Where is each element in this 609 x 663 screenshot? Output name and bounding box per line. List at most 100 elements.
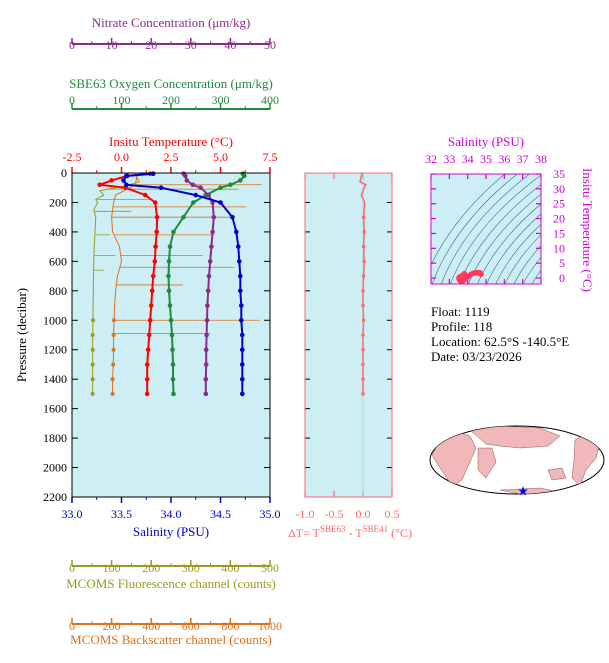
float-id-text: Float: 1119 — [431, 304, 490, 319]
fluorescence-point — [90, 391, 95, 396]
salinity-point — [237, 259, 242, 264]
salinity-line — [122, 172, 244, 394]
pressure-tick-label: 200 — [49, 195, 67, 209]
pressure-tick-label: 1200 — [43, 343, 67, 357]
nitrate-point — [204, 318, 210, 323]
ts-density-contour — [431, 174, 518, 284]
fluorescence-tick-label: 0 — [69, 561, 75, 575]
salinity-point — [193, 192, 199, 198]
oxygen-tick-label: 300 — [212, 93, 230, 107]
salinity-point — [234, 229, 239, 235]
ts-panel-frame — [430, 173, 542, 285]
fluorescence-axis-title: MCOMS Fluorescence channel (counts) — [66, 576, 276, 591]
ts-y-tick-label: 30 — [553, 182, 565, 196]
ts-y-tick-label: 10 — [553, 241, 565, 255]
delta-t-panel-bg — [305, 173, 392, 497]
location-text: Location: 62.5°S -140.5°E — [431, 334, 569, 349]
salinity-point — [124, 182, 129, 188]
backscatter-point — [112, 318, 116, 323]
oxygen-point — [242, 173, 247, 179]
ts-y-tick-label: 5 — [559, 256, 565, 270]
ts-y-axis-title: Insitu Temperature (°C) — [580, 168, 595, 292]
temperature-line — [99, 172, 159, 394]
oxygen-point — [167, 244, 173, 249]
ts-density-contour — [540, 283, 541, 284]
nitrate-point — [206, 273, 212, 279]
salinity-point — [240, 332, 245, 338]
ts-density-contour — [531, 269, 541, 284]
delta-t-point — [362, 230, 367, 234]
delta-t-point — [361, 318, 366, 323]
ts-y-tick-label: 25 — [553, 197, 565, 211]
salinity-axis-title: Salinity (PSU) — [133, 524, 209, 539]
nitrate-point — [198, 185, 203, 190]
oxygen-axis-title: SBE63 Oxygen Concentration (μm/kg) — [69, 76, 273, 91]
ts-y-tick-label: 0 — [559, 271, 565, 285]
backscatter-point — [110, 377, 115, 382]
oxygen-point — [166, 273, 171, 279]
delta-t-point — [361, 215, 366, 219]
fluorescence-point — [90, 377, 95, 382]
delta-t-panel-frame — [304, 172, 393, 498]
salinity-point — [230, 214, 235, 220]
salinity-point — [150, 171, 156, 176]
delta-t-point — [361, 377, 365, 382]
backscatter-tick-label: 1000 — [258, 619, 282, 633]
pressure-tick-label: 1000 — [43, 313, 67, 327]
ts-y-tick-label: 20 — [553, 212, 565, 226]
oxygen-tick-label: 100 — [113, 93, 131, 107]
ts-density-contour — [513, 245, 541, 284]
delta-t-tick-label: 0.0 — [356, 507, 371, 521]
fluorescence-point — [90, 347, 95, 352]
temperature-point — [146, 332, 152, 338]
salinity-point — [239, 318, 244, 323]
ts-density-contour — [486, 213, 541, 284]
delta-t-axis-title: ΔT= TSBE63 - TSBE41 (°C) — [288, 524, 412, 540]
ts-x-axis-title: Salinity (PSU) — [448, 134, 524, 149]
oxygen-point — [166, 288, 172, 294]
nitrate-point — [207, 259, 213, 264]
pressure-tick-label: 1600 — [43, 402, 67, 416]
ts-density-contour — [450, 174, 541, 284]
nitrate-point — [203, 376, 209, 382]
salinity-point — [238, 273, 243, 279]
nitrate-point — [184, 178, 190, 183]
salinity-point — [124, 173, 129, 179]
nitrate-point — [209, 244, 214, 249]
salinity-point — [238, 288, 243, 294]
nitrate-point — [190, 182, 196, 188]
pressure-tick-label: 2000 — [43, 461, 67, 475]
nitrate-point — [205, 288, 211, 294]
backscatter-axis-title: MCOMS Backscatter channel (counts) — [70, 632, 272, 647]
ts-x-tick-label: 33 — [443, 152, 455, 166]
pressure-tick-label: 400 — [49, 225, 67, 239]
oxygen-point — [218, 185, 223, 190]
fluorescence-point — [90, 362, 95, 367]
map-land-group — [431, 426, 601, 494]
nitrate-point — [206, 192, 211, 198]
nitrate-axis-title: Nitrate Concentration (μm/kg) — [92, 15, 251, 30]
delta-t-tick-label: -1.0 — [296, 507, 315, 521]
temperature-point — [153, 244, 158, 249]
temperature-point — [150, 273, 156, 279]
temperature-point — [97, 182, 102, 188]
delta-t-point — [361, 274, 366, 278]
ts-x-tick-label: 36 — [498, 152, 510, 166]
temperature-point — [148, 303, 154, 308]
delta-t-point — [361, 392, 365, 396]
delta-t-point — [361, 244, 366, 249]
delta-t-tick-label: -0.5 — [325, 507, 344, 521]
salinity-point — [158, 185, 164, 190]
backscatter-point — [110, 391, 115, 396]
nitrate-tick-label: 40 — [224, 38, 236, 52]
nitrate-point — [204, 332, 209, 338]
ts-y-tick-label: 15 — [553, 226, 565, 240]
world-map — [429, 425, 605, 496]
nitrate-tick-label: 10 — [106, 38, 118, 52]
ts-x-tick-label: 38 — [535, 152, 547, 166]
fluorescence-line — [92, 173, 141, 394]
delta-t-point — [361, 303, 365, 308]
delta-t-point — [361, 362, 365, 367]
nitrate-tick-label: 30 — [185, 38, 197, 52]
